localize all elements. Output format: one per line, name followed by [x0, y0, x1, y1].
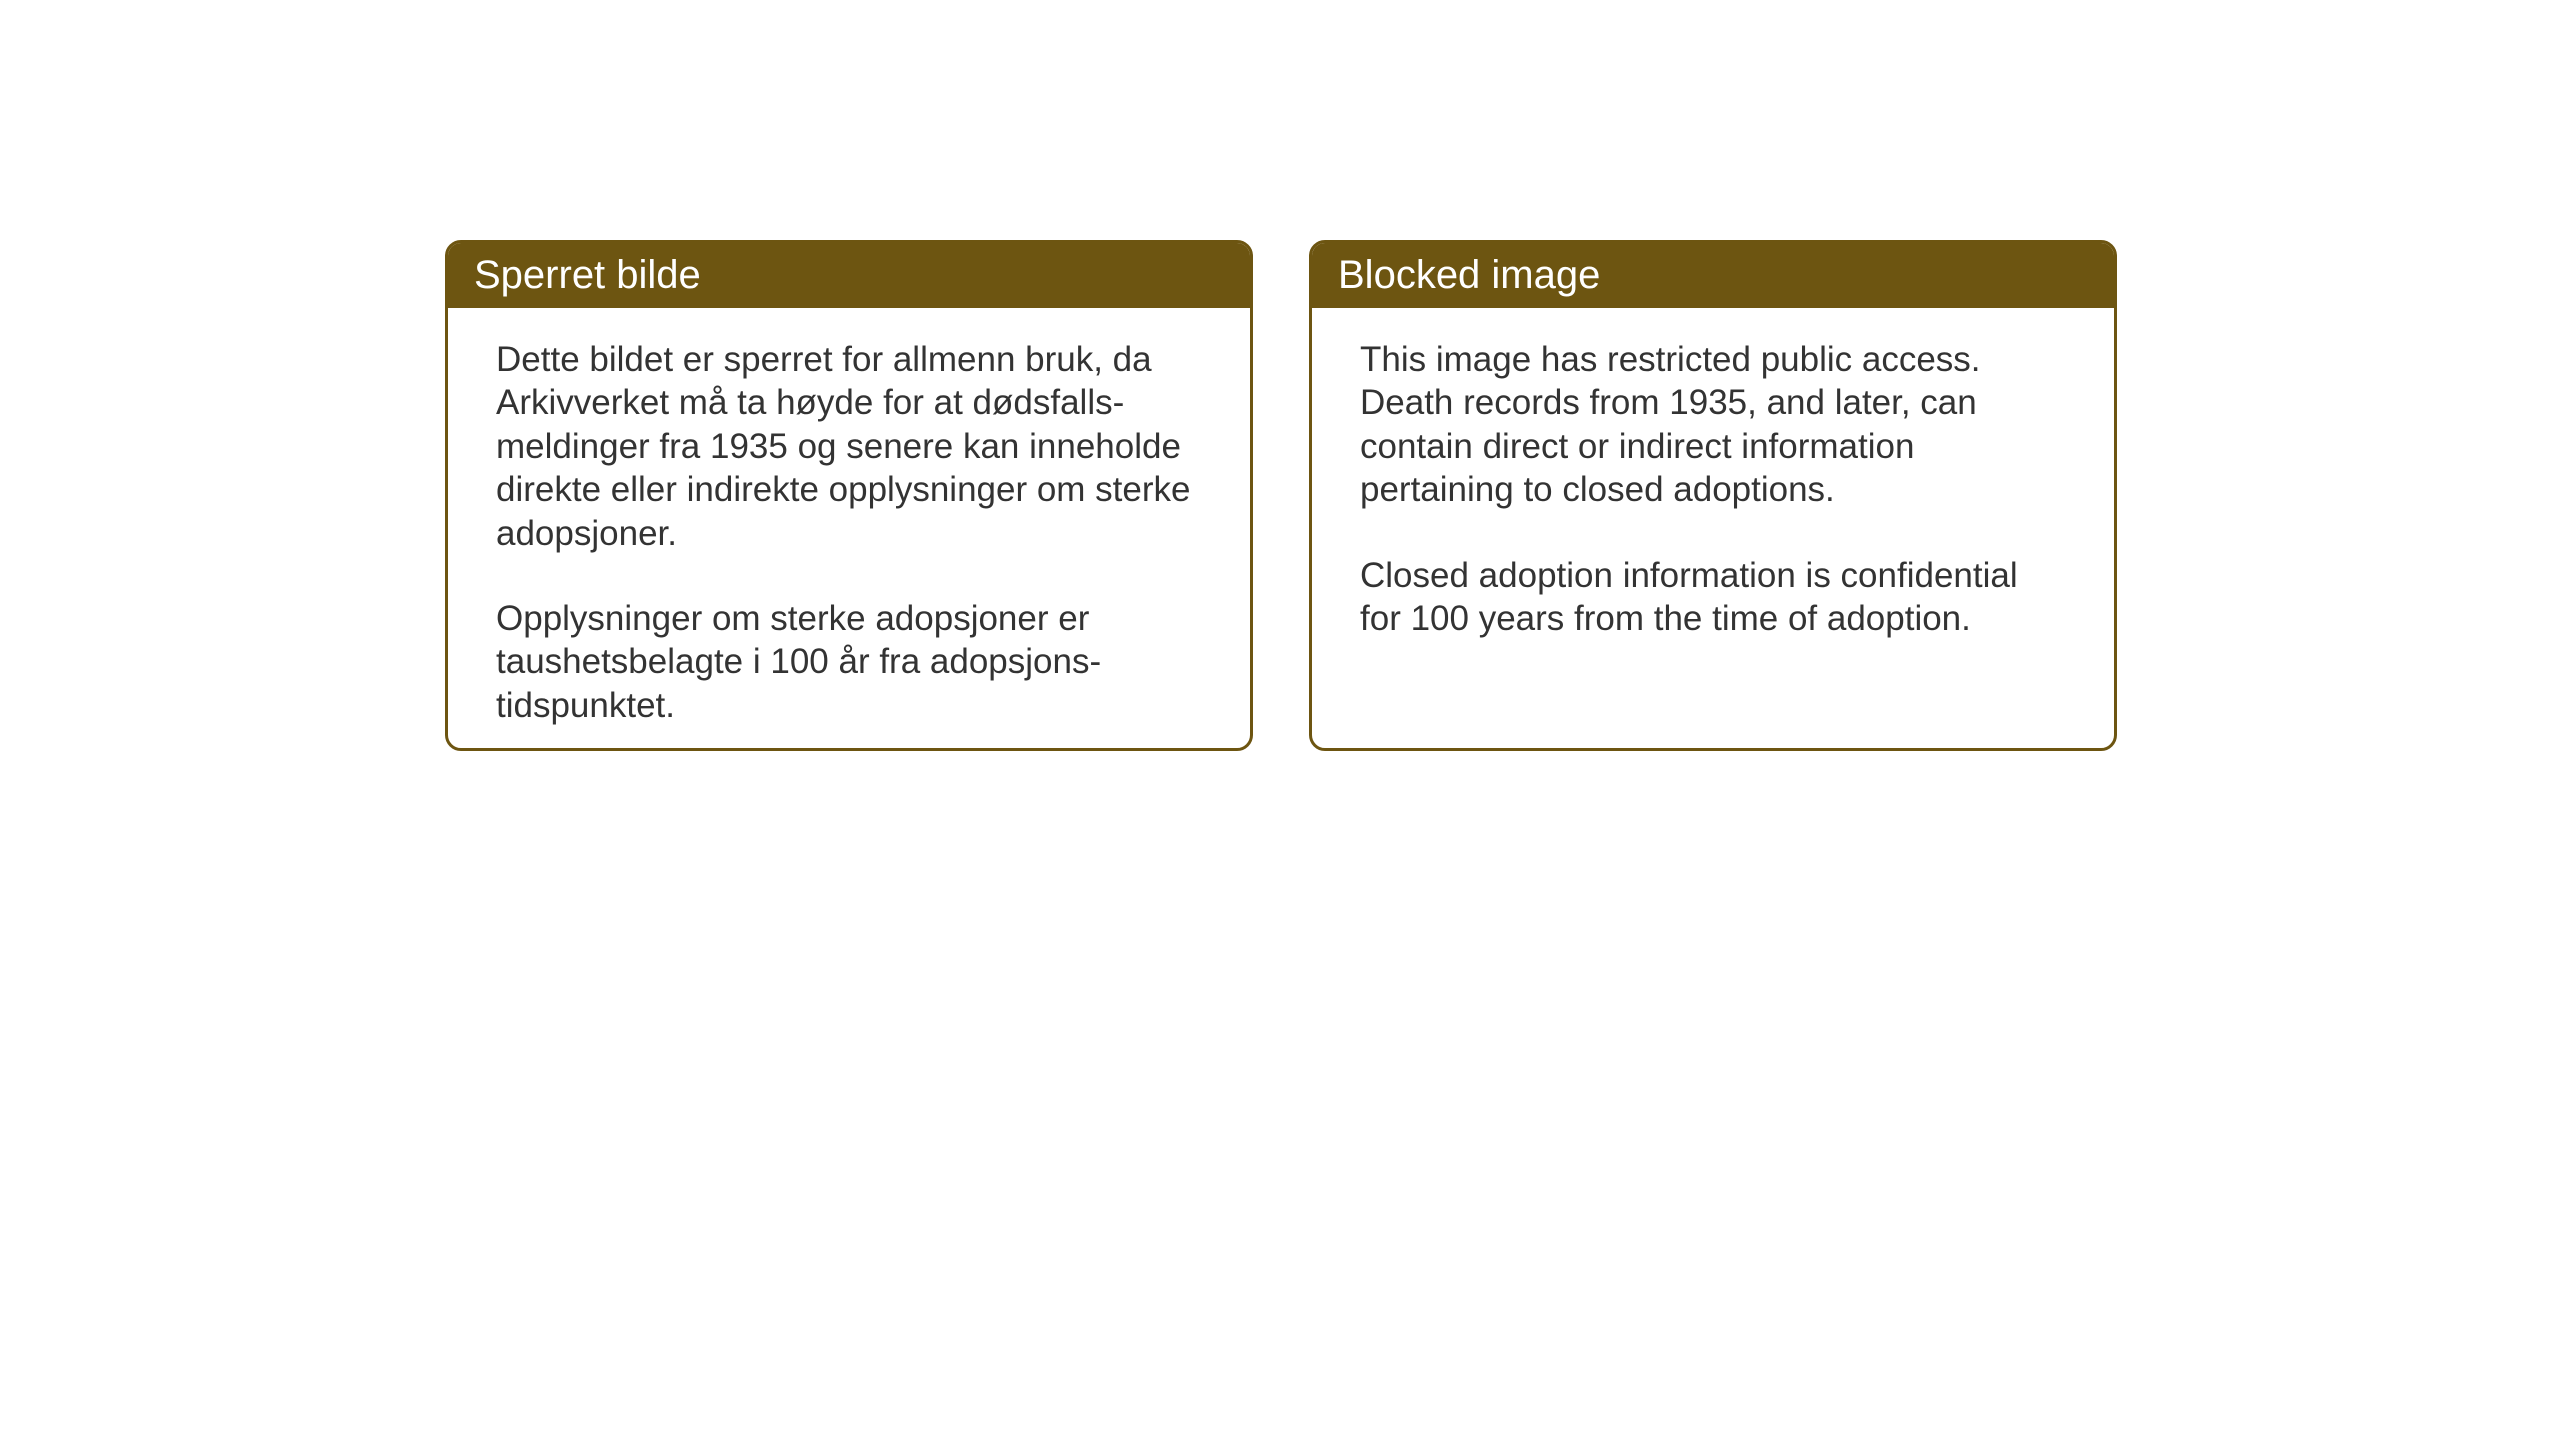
norwegian-card-title: Sperret bilde	[448, 243, 1250, 308]
norwegian-card: Sperret bilde Dette bildet er sperret fo…	[445, 240, 1253, 751]
english-card: Blocked image This image has restricted …	[1309, 240, 2117, 751]
english-card-body: This image has restricted public access.…	[1312, 308, 2114, 680]
norwegian-card-body: Dette bildet er sperret for allmenn bruk…	[448, 308, 1250, 751]
norwegian-paragraph-2: Opplysninger om sterke adopsjoner er tau…	[496, 597, 1202, 727]
cards-container: Sperret bilde Dette bildet er sperret fo…	[445, 240, 2117, 751]
english-paragraph-1: This image has restricted public access.…	[1360, 338, 2066, 512]
english-paragraph-2: Closed adoption information is confident…	[1360, 554, 2066, 641]
norwegian-paragraph-1: Dette bildet er sperret for allmenn bruk…	[496, 338, 1202, 555]
english-card-title: Blocked image	[1312, 243, 2114, 308]
